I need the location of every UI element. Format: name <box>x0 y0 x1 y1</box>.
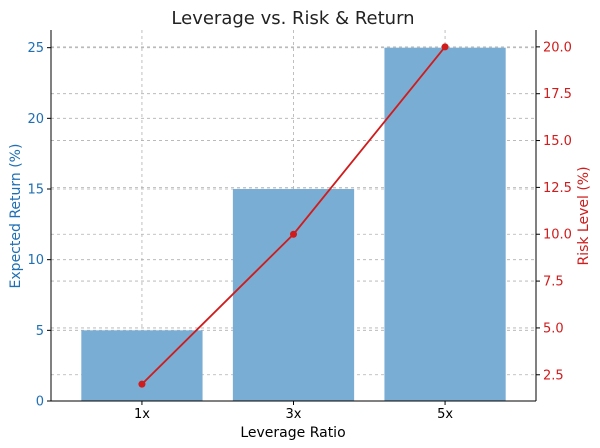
risk-point-3x <box>290 230 297 238</box>
risk-point-5x <box>441 43 449 51</box>
left-axis-label: Expected Return (%) <box>8 144 24 289</box>
x-tick-label-3x: 3x <box>286 407 302 422</box>
risk-line-series <box>138 43 449 388</box>
x-axis-ticks: 1x 3x 5x <box>134 401 453 422</box>
left-tick-label-20: 20 <box>27 112 44 127</box>
left-tick-label-5: 5 <box>36 324 44 339</box>
left-tick-label-25: 25 <box>27 41 44 56</box>
bars <box>81 47 506 402</box>
right-tick-label-17.5: 17.5 <box>543 87 572 102</box>
right-tick-label-12.5: 12.5 <box>543 181 572 196</box>
right-tick-label-10: 10.0 <box>543 228 572 243</box>
bar-1x <box>81 330 203 401</box>
x-axis-label: Leverage Ratio <box>240 425 345 441</box>
left-axis-ticks: 0 5 10 15 20 25 <box>27 41 51 410</box>
right-tick-label-2.5: 2.5 <box>543 368 564 383</box>
left-tick-label-10: 10 <box>27 253 44 268</box>
right-tick-label-5: 5.0 <box>543 321 564 336</box>
x-tick-label-1x: 1x <box>134 407 150 422</box>
right-tick-label-7.5: 7.5 <box>543 275 564 290</box>
left-tick-label-0: 0 <box>36 395 44 410</box>
left-tick-label-15: 15 <box>27 183 44 198</box>
risk-point-1x <box>138 380 146 388</box>
bar-3x <box>232 189 355 401</box>
right-axis-label: Risk Level (%) <box>576 166 592 265</box>
chart-title: Leverage vs. Risk & Return <box>171 8 414 29</box>
bar-5x <box>384 47 506 402</box>
right-axis-ticks: 2.5 5.0 7.5 10.0 12.5 15.0 17.5 20.0 <box>536 40 572 383</box>
right-tick-label-15: 15.0 <box>543 134 572 149</box>
right-tick-label-20: 20.0 <box>543 40 572 55</box>
x-tick-label-5x: 5x <box>437 407 453 422</box>
